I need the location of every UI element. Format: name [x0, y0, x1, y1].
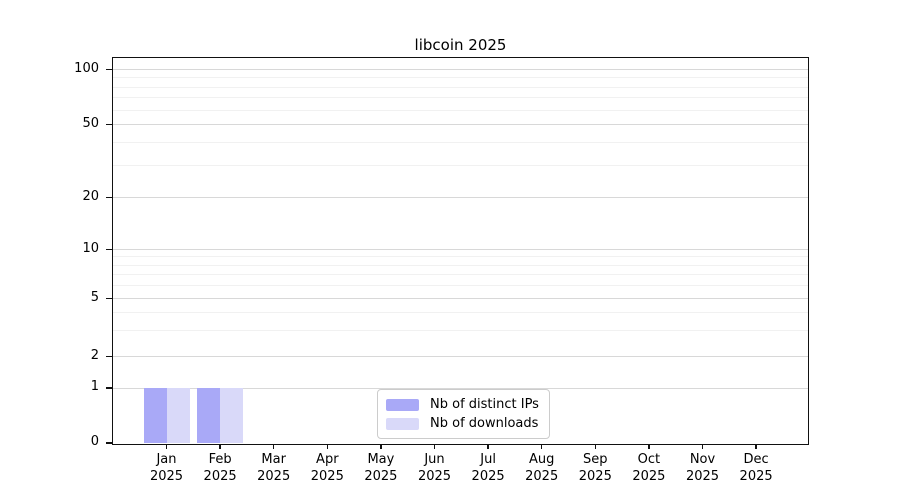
minor-gridline	[113, 109, 808, 111]
legend: Nb of distinct IPs Nb of downloads	[377, 389, 550, 439]
minor-gridline	[113, 274, 808, 276]
y-axis-tick	[105, 355, 112, 358]
major-gridline	[113, 356, 808, 357]
x-tick-label: May 2025	[364, 452, 398, 484]
x-axis-tick	[701, 443, 704, 449]
x-axis-tick	[165, 443, 168, 449]
minor-gridline	[113, 164, 808, 166]
minor-gridline	[113, 97, 808, 99]
bar-distinct-ips	[143, 388, 167, 443]
x-tick-label: Sep 2025	[578, 452, 612, 484]
x-axis-tick	[541, 443, 543, 449]
legend-entry: Nb of distinct IPs	[386, 395, 539, 414]
y-axis-tick	[105, 248, 112, 251]
plot-area: 0 1 2 5 10 20 50 100 Jan 2025 Feb 2025 Mar 2025 Apr…	[74, 57, 809, 484]
y-tick-label: 20	[82, 188, 99, 204]
x-axis-tick	[648, 443, 650, 449]
major-gridline	[113, 298, 808, 299]
minor-gridline	[113, 285, 808, 287]
minor-gridline	[113, 312, 808, 314]
y-tick-label: 10	[82, 240, 99, 256]
major-gridline	[113, 124, 808, 125]
chart-title: libcoin 2025	[414, 36, 507, 54]
x-axis-tick	[594, 443, 596, 449]
x-axis-tick	[433, 443, 436, 449]
minor-gridline	[113, 330, 808, 332]
y-axis-tick	[105, 297, 112, 300]
x-tick-label: Jul 2025	[471, 452, 505, 484]
major-gridline	[113, 197, 808, 198]
bar-downloads	[166, 388, 190, 443]
x-tick-label: Jan 2025	[149, 452, 184, 484]
bar-distinct-ips	[197, 388, 221, 443]
minor-gridline	[113, 77, 808, 79]
y-tick-label: 50	[82, 115, 99, 131]
major-gridline	[113, 249, 808, 250]
legend-swatch	[386, 398, 419, 411]
legend-entry: Nb of downloads	[386, 414, 539, 433]
x-axis-tick	[219, 443, 221, 449]
minor-gridline	[113, 141, 808, 143]
x-tick-label: Dec 2025	[739, 452, 773, 484]
y-tick-label: 1	[90, 379, 99, 394]
y-tick-label: 5	[90, 289, 99, 305]
y-axis-tick	[105, 387, 112, 389]
y-axis-tick	[105, 196, 112, 199]
minor-gridline	[113, 264, 808, 266]
x-tick-label: Mar 2025	[257, 452, 291, 484]
x-axis-tick	[326, 443, 328, 449]
x-tick-label: Oct 2025	[632, 452, 666, 484]
x-tick-label: Apr 2025	[310, 452, 344, 484]
legend-label: Nb of distinct IPs	[430, 397, 539, 412]
y-axis-tick	[105, 68, 112, 71]
minor-gridline	[113, 86, 808, 88]
y-axis-tick	[105, 442, 112, 444]
major-gridline	[113, 387, 808, 389]
x-axis-tick	[273, 443, 275, 449]
legend-label: Nb of downloads	[430, 416, 539, 431]
bar-downloads	[220, 388, 244, 443]
x-tick-label: Aug 2025	[525, 452, 559, 484]
x-tick-label: Nov 2025	[685, 452, 720, 484]
minor-gridline	[113, 256, 808, 258]
x-axis-tick	[380, 443, 382, 449]
y-tick-label: 2	[90, 347, 99, 363]
x-tick-label: Feb 2025	[203, 452, 237, 484]
y-tick-label: 0	[90, 434, 99, 449]
major-gridline	[113, 69, 808, 70]
legend-swatch	[386, 417, 419, 430]
x-axis-tick	[487, 443, 489, 449]
y-axis-tick	[105, 123, 112, 126]
x-axis-tick	[755, 443, 757, 449]
x-tick-label: Jun 2025	[417, 452, 452, 484]
y-tick-label: 100	[74, 60, 99, 76]
